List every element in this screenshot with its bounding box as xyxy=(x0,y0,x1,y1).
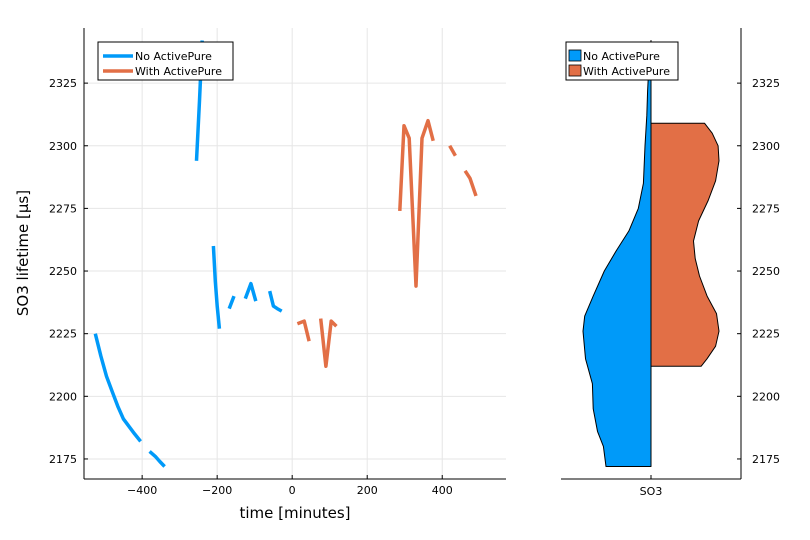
y-tick-label: 2225 xyxy=(49,328,77,341)
right-y-tick-label: 2325 xyxy=(752,77,780,90)
line-panel: −400 −200 0 200 400 2175 2200 2225 2250 2275 2300 2… xyxy=(14,28,506,522)
line-panel-grid xyxy=(84,28,506,479)
series-line-no-activepure xyxy=(148,450,166,468)
series-line-no-activepure xyxy=(93,333,142,443)
series-line-no-activepure xyxy=(211,245,222,329)
y-axis-label: SO3 lifetime [μs] xyxy=(14,190,32,316)
legend-box xyxy=(97,41,234,81)
legend-swatch-right-with-activepure xyxy=(568,64,582,77)
x-axis-label: time [minutes] xyxy=(239,504,350,522)
legend-label-with-activepure: With ActivePure xyxy=(135,65,222,78)
series-line-no-activepure xyxy=(268,290,283,313)
violin-no-activepure xyxy=(582,40,652,467)
legend-label-right-no-activepure: No ActivePure xyxy=(583,50,660,63)
y-tick-label: 2275 xyxy=(49,202,77,215)
violin-with-activepure xyxy=(650,122,720,367)
line-panel-ticks: −400 −200 0 200 400 2175 2200 2225 2250 2275 2300 2… xyxy=(49,77,453,497)
line-panel-series xyxy=(93,40,478,468)
series-line-no-activepure xyxy=(243,281,258,302)
series-line-with-activepure xyxy=(296,319,311,342)
right-y-tick-label: 2250 xyxy=(752,265,780,278)
y-tick-label: 2325 xyxy=(49,77,77,90)
series-line-with-activepure xyxy=(463,169,478,197)
series-line-with-activepure xyxy=(318,318,338,369)
violin-category-label: SO3 xyxy=(640,485,663,498)
x-tick-label: −200 xyxy=(202,484,232,497)
y-tick-label: 2300 xyxy=(49,140,77,153)
series-line-no-activepure xyxy=(227,295,236,310)
series-line-with-activepure xyxy=(398,118,435,288)
legend-swatch-right-no-activepure xyxy=(568,49,582,62)
series-line-with-activepure xyxy=(448,144,457,157)
y-tick-label: 2250 xyxy=(49,265,77,278)
right-y-tick-label: 2200 xyxy=(752,390,780,403)
x-tick-label: 400 xyxy=(432,484,453,497)
violin-panel-ticks: 2175 2200 2225 2250 2275 2300 2325 xyxy=(650,77,780,479)
legend-box-right xyxy=(565,41,679,81)
violin-panel: 2175 2200 2225 2250 2275 2300 2325 SO3 No Acti… xyxy=(561,28,780,498)
x-tick-label: 0 xyxy=(289,484,296,497)
violin-shapes xyxy=(582,40,720,467)
right-y-tick-label: 2175 xyxy=(752,453,780,466)
x-tick-label: 200 xyxy=(357,484,378,497)
right-y-tick-label: 2275 xyxy=(752,202,780,215)
y-tick-label: 2175 xyxy=(49,453,77,466)
right-y-tick-label: 2225 xyxy=(752,328,780,341)
right-y-tick-label: 2300 xyxy=(752,140,780,153)
line-panel-legend: No ActivePure With ActivePure xyxy=(97,41,234,81)
violin-panel-legend: No ActivePure With ActivePure xyxy=(565,41,679,81)
y-tick-label: 2200 xyxy=(49,390,77,403)
legend-label-right-with-activepure: With ActivePure xyxy=(583,65,670,78)
legend-label-no-activepure: No ActivePure xyxy=(135,50,212,63)
x-tick-label: −400 xyxy=(127,484,157,497)
